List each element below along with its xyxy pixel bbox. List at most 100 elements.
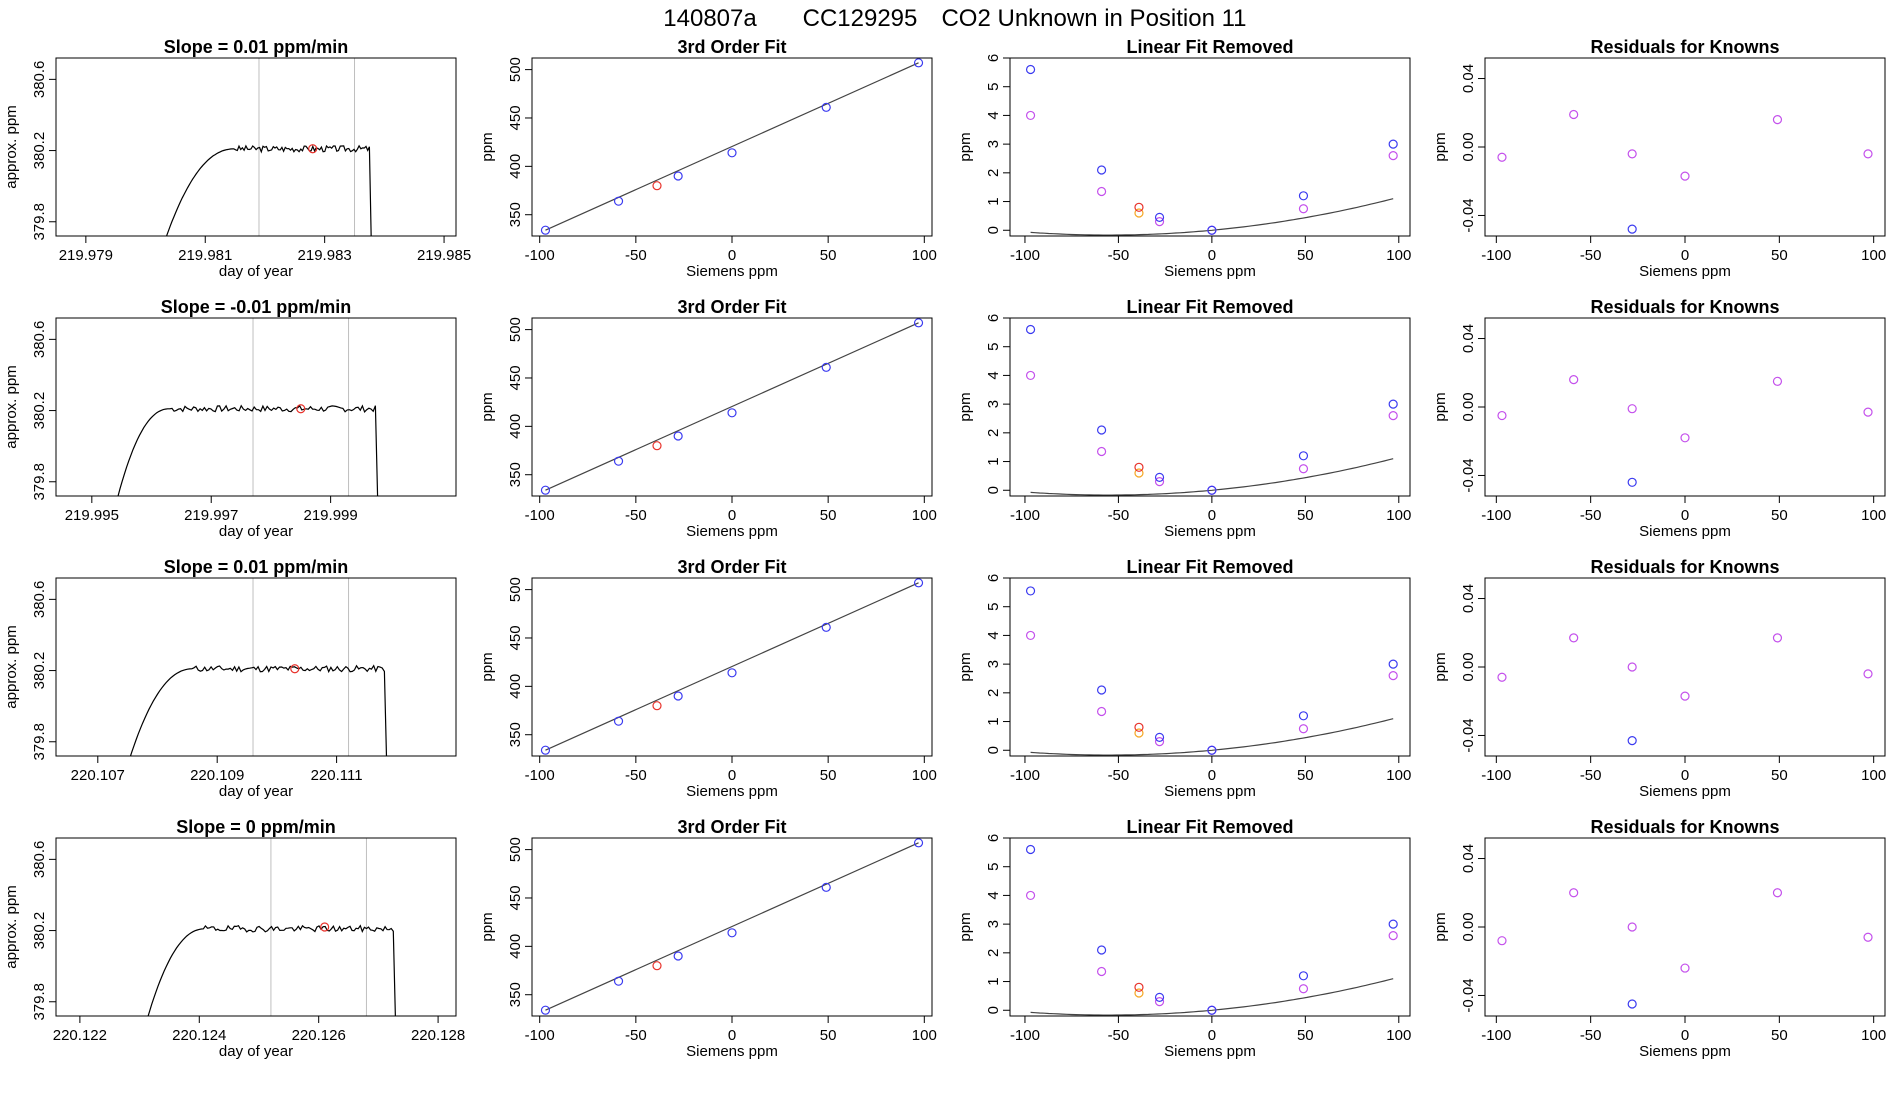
plot-area: [1025, 586, 1398, 756]
x-tick-label: 50: [1771, 767, 1788, 784]
y-tick-label: 4: [985, 371, 1002, 379]
known-point: [913, 838, 924, 848]
x-axis-label: Siemens ppm: [686, 1043, 778, 1060]
x-axis-label: Siemens ppm: [686, 263, 778, 280]
x-tick-label: 50: [820, 1027, 837, 1044]
known-point: [1627, 477, 1637, 487]
plot-frame: [1009, 57, 1411, 237]
plot-area: [1497, 888, 1873, 1009]
y-axis-label: ppm: [479, 392, 496, 421]
known-point: [1154, 472, 1165, 482]
y-tick-label: 0.04: [1460, 584, 1477, 613]
plot-area: [1497, 109, 1873, 234]
y-tick-label: 0.00: [1460, 912, 1477, 941]
chart-panel: 3rd Order Fit -100 -50 0 50 100 350 400 450 500 Si…: [479, 297, 937, 540]
known-point: [1627, 735, 1637, 746]
y-tick-label: -0.04: [1460, 198, 1477, 232]
y-tick-label: 380.2: [31, 392, 48, 430]
known-point: [727, 668, 737, 678]
x-tick-label: -50: [1108, 767, 1130, 784]
known-point: [727, 148, 737, 158]
panel-title: Slope = 0.01 ppm/min: [164, 37, 349, 57]
analyzer-trace: [117, 404, 379, 496]
known-point: [1025, 586, 1036, 596]
known-point: [1207, 745, 1217, 755]
fit-line: [545, 582, 919, 751]
x-tick-label: -100: [1481, 767, 1511, 784]
x-tick-label: 0: [1681, 767, 1689, 784]
y-tick-label: 400: [507, 414, 524, 439]
x-tick-label: -100: [1481, 507, 1511, 524]
unknown-point: [652, 701, 662, 711]
panel-title: 3rd Order Fit: [677, 557, 786, 577]
residual-point: [1497, 672, 1507, 682]
y-tick-label: 2: [985, 169, 1002, 177]
plot-area: [540, 578, 924, 755]
plot-frame: [55, 837, 457, 1017]
y-tick-label: 450: [507, 105, 524, 130]
x-tick-label: -50: [1580, 247, 1602, 264]
x-tick-label: -100: [1481, 1027, 1511, 1044]
x-axis-label: Siemens ppm: [1164, 1043, 1256, 1060]
y-tick-label: 5: [985, 863, 1002, 871]
plot-area: [147, 838, 396, 1016]
panel-title: Linear Fit Removed: [1126, 37, 1293, 57]
plot-area: [117, 318, 379, 496]
y-axis-label: ppm: [957, 392, 974, 421]
x-tick-label: -100: [1010, 767, 1040, 784]
residual-point: [1298, 204, 1309, 214]
x-axis-label: Siemens ppm: [1164, 783, 1256, 800]
x-tick-label: 0: [728, 1027, 736, 1044]
x-tick-label: 100: [912, 767, 937, 784]
known-point: [673, 171, 683, 181]
residual-point: [1772, 115, 1783, 125]
residual-point: [1680, 171, 1690, 181]
unknown-point: [652, 181, 662, 191]
y-tick-label: 0.00: [1460, 652, 1477, 681]
plot-area: [540, 318, 924, 495]
y-tick-label: 3: [985, 660, 1002, 668]
y-tick-label: 4: [985, 111, 1002, 119]
fit-curve: [1030, 718, 1394, 756]
y-tick-label: 380.6: [31, 581, 48, 619]
y-axis-label: ppm: [957, 652, 974, 681]
x-tick-label: 0: [728, 507, 736, 524]
chart-panel: Linear Fit Removed -100 -50 0 50 100 0 1 2 3 4 5 6 Si…: [957, 297, 1411, 540]
y-tick-label: -0.04: [1460, 978, 1477, 1012]
y-tick-label: 5: [985, 83, 1002, 91]
panel-title: Linear Fit Removed: [1126, 557, 1293, 577]
fit-line: [545, 322, 919, 491]
x-tick-label: -100: [525, 1027, 555, 1044]
y-tick-label: 6: [985, 834, 1002, 842]
x-tick-label: 220.128: [411, 1027, 465, 1044]
residual-point: [1154, 477, 1165, 487]
x-tick-label: -50: [1580, 767, 1602, 784]
plot-frame: [1484, 837, 1886, 1017]
y-axis-label: ppm: [1432, 392, 1449, 421]
panel-title: Residuals for Knowns: [1590, 817, 1779, 837]
chart-panel: Slope = -0.01 ppm/min 219.995 219.997 219.9…: [3, 297, 457, 540]
residual-point: [1096, 966, 1107, 977]
x-tick-label: 219.981: [178, 247, 232, 264]
plot-area: [1025, 64, 1398, 236]
known-point: [1096, 685, 1107, 695]
known-point: [821, 102, 831, 112]
y-tick-label: 450: [507, 885, 524, 910]
y-tick-label: 379.8: [31, 203, 48, 241]
fit-curve: [1030, 198, 1394, 236]
known-point: [1298, 451, 1309, 461]
fit-curve: [1030, 458, 1394, 496]
residual-point: [1772, 376, 1783, 386]
known-point: [1627, 999, 1637, 1009]
panel-title: Residuals for Knowns: [1590, 37, 1779, 57]
run-id: 140807a: [663, 5, 757, 32]
y-tick-label: 1: [985, 197, 1002, 205]
residual-point: [1569, 109, 1579, 120]
known-point: [1298, 971, 1309, 981]
y-tick-label: 6: [985, 54, 1002, 62]
y-tick-label: 380.2: [31, 652, 48, 690]
residual-point: [1388, 151, 1398, 161]
x-tick-label: 50: [820, 767, 837, 784]
residual-point: [1680, 433, 1690, 443]
x-tick-label: 220.122: [53, 1027, 107, 1044]
